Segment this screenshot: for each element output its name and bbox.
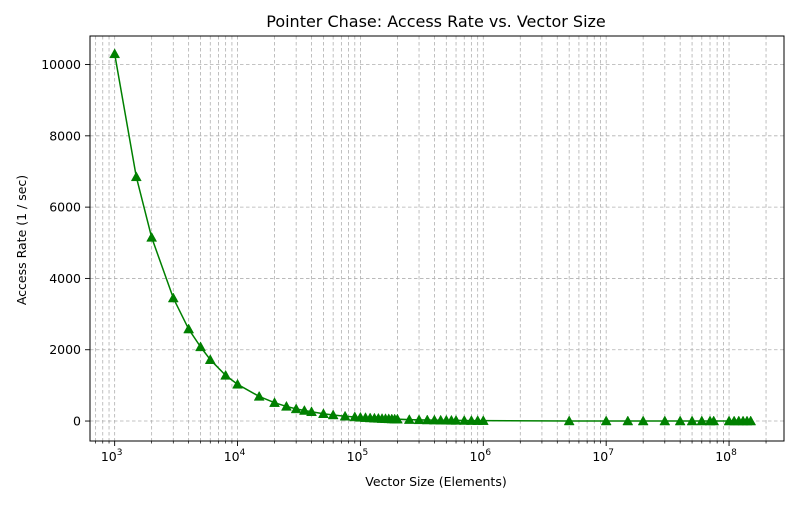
- x-tick-label: 106: [469, 448, 491, 464]
- data-point-marker: [339, 410, 351, 421]
- x-tick-label-exponent: 8: [731, 448, 737, 458]
- data-point-marker: [298, 405, 310, 415]
- y-tick-label: 10000: [41, 57, 81, 72]
- data-point-marker: [195, 341, 206, 352]
- data-point-marker: [477, 415, 489, 425]
- data-point-marker: [674, 415, 686, 426]
- x-tick-label: 108: [715, 448, 737, 464]
- data-point-marker: [281, 400, 292, 411]
- data-point-marker: [220, 369, 232, 380]
- data-point-marker: [109, 48, 121, 59]
- data-point-marker: [745, 415, 757, 426]
- x-tick-label-base: 10: [715, 449, 731, 464]
- data-point-marker: [458, 414, 470, 425]
- x-tick-label: 105: [347, 448, 369, 464]
- y-tick-label: 8000: [49, 128, 81, 143]
- data-point-marker: [146, 231, 158, 242]
- chart-title: Pointer Chase: Access Rate vs. Vector Si…: [266, 12, 606, 31]
- data-point-marker: [167, 292, 179, 303]
- data-point-marker: [696, 415, 708, 426]
- grid: [90, 36, 784, 441]
- x-tick-label-base: 10: [469, 449, 485, 464]
- data-point-marker: [318, 408, 329, 418]
- data-point-marker: [708, 415, 720, 426]
- x-tick-label-exponent: 4: [240, 448, 246, 458]
- x-tick-label: 104: [224, 448, 246, 464]
- data-point-marker: [421, 414, 433, 425]
- data-point-marker: [403, 414, 415, 424]
- data-point-marker: [600, 415, 612, 426]
- data-point-marker: [232, 378, 243, 389]
- x-tick-label: 107: [592, 448, 614, 464]
- data-point-marker: [563, 415, 575, 426]
- y-axis-label: Access Rate (1 / sec): [14, 175, 29, 305]
- data-point-marker: [306, 406, 317, 417]
- data-point-marker: [413, 414, 425, 425]
- x-tick-label-base: 10: [592, 449, 608, 464]
- x-tick-label-exponent: 7: [608, 448, 614, 458]
- data-point-marker: [183, 323, 195, 334]
- y-tick-label: 0: [73, 414, 81, 429]
- y-tick-label: 2000: [49, 342, 81, 357]
- data-point-marker: [253, 390, 265, 401]
- plot-area-frame: [89, 35, 785, 442]
- data-point-marker: [269, 397, 280, 407]
- x-tick-label-exponent: 5: [363, 448, 369, 458]
- x-tick-label-exponent: 3: [117, 448, 123, 458]
- x-tick-label-base: 10: [347, 449, 363, 464]
- data-point-marker: [327, 409, 339, 420]
- x-tick-label: 103: [101, 448, 123, 464]
- data-point-marker: [637, 415, 649, 426]
- x-tick-label-base: 10: [224, 449, 240, 464]
- data-point-marker: [659, 415, 671, 426]
- y-tick-label: 4000: [49, 271, 81, 286]
- data-point-marker: [686, 415, 698, 426]
- data-point-marker: [391, 413, 403, 424]
- x-axis-label: Vector Size (Elements): [365, 474, 506, 489]
- data-point-marker: [290, 403, 302, 414]
- data-point-marker: [204, 354, 216, 364]
- data-point-marker: [622, 415, 634, 426]
- y-tick-label: 6000: [49, 200, 81, 215]
- x-tick-label-base: 10: [101, 449, 117, 464]
- x-tick-label-exponent: 6: [485, 448, 491, 458]
- data-point-marker: [130, 171, 142, 182]
- data-point-marker: [450, 414, 462, 425]
- series-line-group: [109, 48, 757, 426]
